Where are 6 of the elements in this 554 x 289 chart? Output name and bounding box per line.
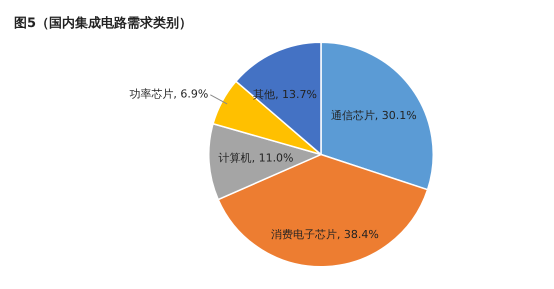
slice-label: 其他, 13.7% bbox=[253, 88, 317, 102]
slice-label: 消费电子芯片, 38.4% bbox=[270, 228, 379, 242]
slice-label: 功率芯片, 6.9% bbox=[129, 88, 208, 101]
chart-title: 图5（国内集成电路需求类别） bbox=[14, 15, 192, 32]
slice-label: 计算机, 11.0% bbox=[218, 152, 294, 165]
slice-label: 通信芯片, 30.1% bbox=[330, 109, 417, 122]
